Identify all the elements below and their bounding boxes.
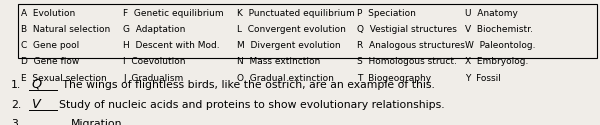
Text: A  Evolution: A Evolution: [21, 9, 75, 18]
Text: T  Biogeography: T Biogeography: [357, 74, 431, 83]
Text: M  Divergent evolution: M Divergent evolution: [237, 41, 341, 50]
Text: S  Homologous struct.: S Homologous struct.: [357, 58, 457, 66]
Text: E  Sexual selection: E Sexual selection: [21, 74, 107, 83]
Text: The wings of flightless birds, like the ostrich, are an example of this.: The wings of flightless birds, like the …: [59, 80, 434, 90]
Text: V: V: [32, 98, 41, 110]
Text: D  Gene flow: D Gene flow: [21, 58, 79, 66]
Text: F  Genetic equilibrium: F Genetic equilibrium: [123, 9, 224, 18]
Text: 1.: 1.: [11, 80, 21, 90]
Text: Study of nucleic acids and proteins to show evolutionary relationships.: Study of nucleic acids and proteins to s…: [59, 100, 445, 110]
Text: Q  Vestigial structures: Q Vestigial structures: [357, 25, 457, 34]
Text: G  Adaptation: G Adaptation: [123, 25, 185, 34]
Text: I  Coevolution: I Coevolution: [123, 58, 185, 66]
Text: R  Analogous structures: R Analogous structures: [357, 41, 465, 50]
Text: B  Natural selection: B Natural selection: [21, 25, 110, 34]
Text: L  Convergent evolution: L Convergent evolution: [237, 25, 346, 34]
Text: K  Punctuated equilibrium: K Punctuated equilibrium: [237, 9, 355, 18]
Text: O  Gradual extinction: O Gradual extinction: [237, 74, 334, 83]
Text: Migration.: Migration.: [71, 119, 125, 125]
Text: H  Descent with Mod.: H Descent with Mod.: [123, 41, 220, 50]
Bar: [18, 4, 597, 58]
Text: V  Biochemistr.: V Biochemistr.: [465, 25, 533, 34]
Text: J  Gradualism: J Gradualism: [123, 74, 183, 83]
Text: U  Anatomy: U Anatomy: [465, 9, 518, 18]
Text: 2.: 2.: [11, 100, 21, 110]
Text: P  Speciation: P Speciation: [357, 9, 416, 18]
Text: W  Paleontolog.: W Paleontolog.: [465, 41, 536, 50]
Text: X  Embryolog.: X Embryolog.: [465, 58, 529, 66]
Text: C  Gene pool: C Gene pool: [21, 41, 79, 50]
Text: Q: Q: [32, 78, 42, 90]
Text: Y  Fossil: Y Fossil: [465, 74, 501, 83]
Text: 3.: 3.: [11, 119, 21, 125]
Text: N  Mass extinction: N Mass extinction: [237, 58, 320, 66]
